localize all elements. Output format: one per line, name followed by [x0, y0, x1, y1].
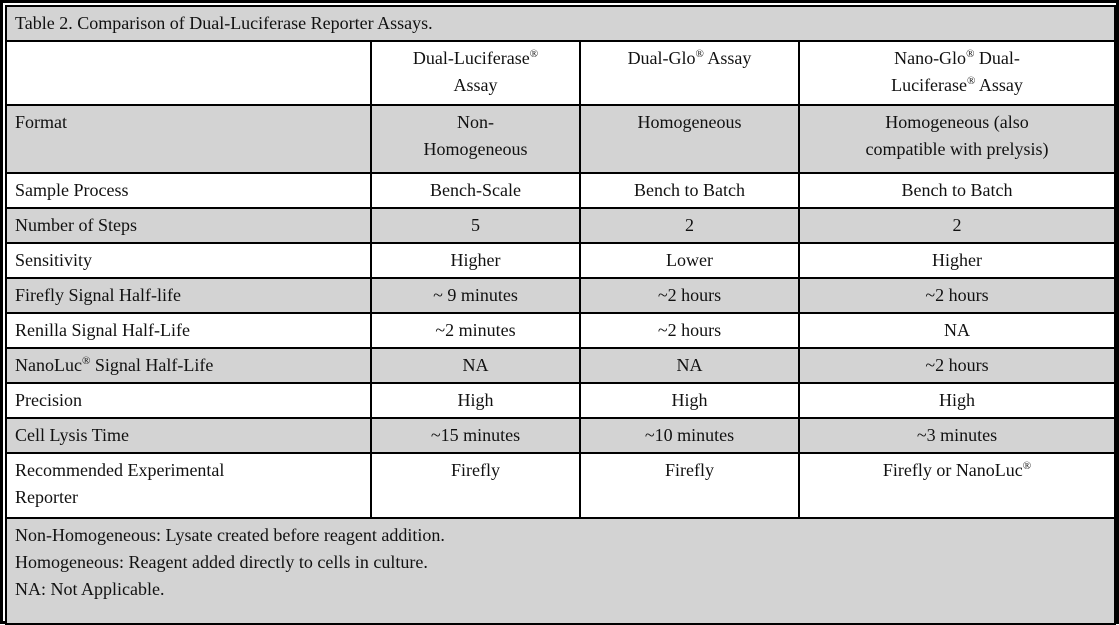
- cell-value: NA: [579, 347, 800, 384]
- table-row-sensitivity: Sensitivity Higher Lower Higher: [5, 242, 1116, 279]
- row-label: Number of Steps: [5, 207, 372, 244]
- cell-value: 2: [798, 207, 1116, 244]
- table-title-row: Table 2. Comparison of Dual-Luciferase R…: [5, 5, 1116, 42]
- cell-value: ~ 9 minutes: [370, 277, 581, 314]
- cell-value: ~2 hours: [798, 347, 1116, 384]
- cell-value: High: [798, 382, 1116, 419]
- table-row-cell-lysis-time: Cell Lysis Time ~15 minutes ~10 minutes …: [5, 417, 1116, 454]
- cell-value: ~2 hours: [579, 277, 800, 314]
- row-label: Precision: [5, 382, 372, 419]
- table-row-number-of-steps: Number of Steps 5 2 2: [5, 207, 1116, 244]
- row-label: Recommended Experimental Reporter: [5, 452, 372, 519]
- footnote-na: NA: Not Applicable.: [15, 579, 165, 599]
- cell-value: ~15 minutes: [370, 417, 581, 454]
- table-row-firefly-half-life: Firefly Signal Half-life ~ 9 minutes ~2 …: [5, 277, 1116, 314]
- cell-value: Bench to Batch: [798, 172, 1116, 209]
- table-title: Table 2. Comparison of Dual-Luciferase R…: [5, 5, 1116, 42]
- row-label: Renilla Signal Half-Life: [5, 312, 372, 349]
- row-label: Sample Process: [5, 172, 372, 209]
- row-label: NanoLuc® Signal Half-Life: [5, 347, 372, 384]
- cell-value: Firefly: [579, 452, 800, 519]
- row-label: Format: [5, 104, 372, 174]
- table-row-recommended-reporter: Recommended Experimental Reporter Firefly…: [5, 452, 1116, 519]
- footnotes-cell: Non-Homogeneous: Lysate created before r…: [5, 517, 1116, 625]
- table-row-sample-process: Sample Process Bench-Scale Bench to Batc…: [5, 172, 1116, 209]
- table-row-precision: Precision High High High: [5, 382, 1116, 419]
- comparison-table: Table 2. Comparison of Dual-Luciferase R…: [5, 5, 1116, 625]
- cell-value: ~2 hours: [579, 312, 800, 349]
- table-header-row: Dual-Luciferase® Assay Dual-Glo® Assay Na…: [5, 40, 1116, 106]
- cell-value: NA: [370, 347, 581, 384]
- cell-value: ~2 hours: [798, 277, 1116, 314]
- footnote-non-homogeneous: Non-Homogeneous: Lysate created before r…: [15, 525, 445, 545]
- cell-value: Bench-Scale: [370, 172, 581, 209]
- cell-value: 5: [370, 207, 581, 244]
- cell-value: Lower: [579, 242, 800, 279]
- cell-value: ~10 minutes: [579, 417, 800, 454]
- cell-value: High: [370, 382, 581, 419]
- cell-value: Homogeneous: [579, 104, 800, 174]
- cell-value: 2: [579, 207, 800, 244]
- table-row-nanoluc-half-life: NanoLuc® Signal Half-Life NA NA ~2 hours: [5, 347, 1116, 384]
- cell-value: NA: [798, 312, 1116, 349]
- table-row-format: Format Non- Homogeneous Homogeneous Homog…: [5, 104, 1116, 174]
- column-header-dual-luciferase: Dual-Luciferase® Assay: [370, 40, 581, 106]
- cell-value: Higher: [370, 242, 581, 279]
- row-label: Firefly Signal Half-life: [5, 277, 372, 314]
- cell-value: Higher: [798, 242, 1116, 279]
- cell-value: ~3 minutes: [798, 417, 1116, 454]
- cell-value: ~2 minutes: [370, 312, 581, 349]
- row-label: Cell Lysis Time: [5, 417, 372, 454]
- column-header-dual-glo: Dual-Glo® Assay: [579, 40, 800, 106]
- cell-value: Non- Homogeneous: [370, 104, 581, 174]
- cell-value: Firefly: [370, 452, 581, 519]
- header-blank-cell: [5, 40, 372, 106]
- column-header-nano-glo: Nano-Glo® Dual- Luciferase® Assay: [798, 40, 1116, 106]
- table-row-renilla-half-life: Renilla Signal Half-Life ~2 minutes ~2 h…: [5, 312, 1116, 349]
- cell-value: Firefly or NanoLuc®: [798, 452, 1116, 519]
- cell-value: Bench to Batch: [579, 172, 800, 209]
- cell-value: High: [579, 382, 800, 419]
- row-label: Sensitivity: [5, 242, 372, 279]
- cell-value: Homogeneous (also compatible with prelysi…: [798, 104, 1116, 174]
- table-footnotes-row: Non-Homogeneous: Lysate created before r…: [5, 517, 1116, 625]
- footnote-homogeneous: Homogeneous: Reagent added directly to c…: [15, 552, 428, 572]
